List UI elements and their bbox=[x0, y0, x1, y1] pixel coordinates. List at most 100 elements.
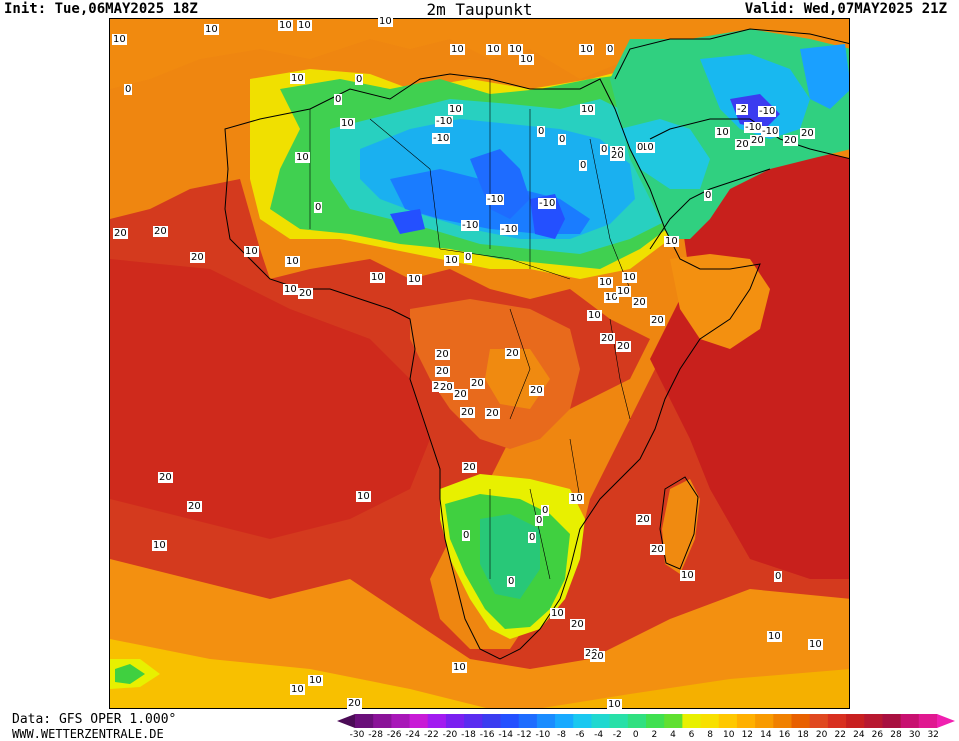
legend-swatch bbox=[646, 714, 665, 728]
contour-label: 0 bbox=[462, 530, 471, 541]
contour-label: 20 bbox=[650, 315, 665, 326]
legend-tick-label: 12 bbox=[741, 730, 754, 740]
contour-label: -10 bbox=[538, 198, 557, 209]
contour-label: 10 bbox=[285, 256, 300, 267]
contour-label: 10 bbox=[519, 54, 534, 65]
legend-swatch bbox=[736, 714, 756, 728]
legend-swatch bbox=[791, 714, 811, 728]
legend-tick-label: 16 bbox=[778, 730, 791, 740]
legend-swatch bbox=[682, 714, 702, 728]
legend-swatch bbox=[500, 714, 520, 728]
contour-label: 10 bbox=[587, 310, 602, 321]
contour-label: 0 bbox=[314, 202, 323, 213]
contour-label: 20 bbox=[298, 288, 313, 299]
contour-label: 20 bbox=[570, 619, 585, 630]
contour-label: 10 bbox=[715, 127, 730, 138]
contour-label: 10 bbox=[283, 284, 298, 295]
legend-swatch bbox=[700, 714, 720, 728]
legend-swatch bbox=[427, 714, 447, 728]
contour-label: 0 bbox=[558, 134, 567, 145]
contour-label: -10 bbox=[461, 220, 480, 231]
legend-swatch bbox=[827, 714, 847, 728]
contour-label: 20 bbox=[590, 651, 605, 662]
legend-swatch bbox=[864, 714, 883, 728]
contour-label: 0 bbox=[535, 515, 544, 526]
contour-label: 0 bbox=[124, 84, 133, 95]
legend-swatch bbox=[846, 714, 865, 728]
contour-label: 20 bbox=[453, 389, 468, 400]
contour-label: 20 bbox=[632, 297, 647, 308]
legend-swatch bbox=[373, 714, 392, 728]
contour-label: 10 bbox=[664, 236, 679, 247]
legend-swatch bbox=[355, 714, 374, 728]
legend-swatch bbox=[573, 714, 592, 728]
contour-label: 20 bbox=[347, 698, 362, 709]
contour-label: 20 bbox=[735, 139, 750, 150]
map-title: 2m Taupunkt bbox=[426, 0, 533, 19]
contour-label: 20 bbox=[470, 378, 485, 389]
contour-label: 10 bbox=[290, 684, 305, 695]
legend-tick-label: -22 bbox=[423, 730, 439, 740]
legend-tick-label: -20 bbox=[442, 730, 458, 740]
website: WWW.WETTERZENTRALE.DE bbox=[12, 727, 164, 741]
legend-tick-label: -16 bbox=[479, 730, 495, 740]
contour-label: -10 bbox=[486, 194, 505, 205]
legend-tick-label: 6 bbox=[688, 730, 695, 740]
legend-tick-label: 20 bbox=[815, 730, 828, 740]
contour-label: 0 bbox=[507, 576, 516, 587]
contour-label: 20 bbox=[435, 366, 450, 377]
legend-tick-label: -10 bbox=[535, 730, 551, 740]
contour-label: 10 bbox=[607, 699, 622, 710]
color-legend: -30 -28 -26 -24 -22 -20 -18 -16 -14 -12 -10 -8 -6 -4-… bbox=[337, 713, 957, 741]
contour-label: 20 bbox=[485, 408, 500, 419]
contour-label: 10 bbox=[680, 570, 695, 581]
legend-swatch bbox=[882, 714, 902, 728]
legend-bar bbox=[337, 714, 955, 728]
contour-label: 20 bbox=[636, 514, 651, 525]
contour-label: 10 bbox=[340, 118, 355, 129]
legend-arrow-low bbox=[337, 714, 355, 728]
legend-tick-label: 8 bbox=[707, 730, 714, 740]
data-source: Data: GFS OPER 1.000° bbox=[12, 712, 177, 727]
contour-label: 20 bbox=[190, 252, 205, 263]
legend-swatch bbox=[627, 714, 647, 728]
legend-swatch bbox=[555, 714, 574, 728]
init-time: Init: Tue,06MAY2025 18Z bbox=[4, 1, 198, 17]
contour-label: 10 bbox=[622, 272, 637, 283]
contour-label: 0 bbox=[355, 74, 364, 85]
legend-swatch bbox=[900, 714, 920, 728]
legend-swatch bbox=[518, 714, 538, 728]
legend-swatch bbox=[391, 714, 411, 728]
contour-label: 20 bbox=[158, 472, 173, 483]
contour-label: 20 bbox=[529, 385, 544, 396]
legend-tick-label: 14 bbox=[760, 730, 772, 740]
contour-label: 0 bbox=[600, 144, 609, 155]
contour-label: 0 bbox=[774, 571, 783, 582]
contour-label: 0 bbox=[464, 252, 473, 263]
contour-label: 10 bbox=[452, 662, 467, 673]
contour-label: 10 bbox=[767, 631, 782, 642]
legend-tick-label: -30 bbox=[349, 730, 365, 740]
contour-label: 10 bbox=[448, 104, 463, 115]
legend-tick-label: 0 bbox=[632, 730, 639, 740]
legend-swatch bbox=[409, 714, 429, 728]
legend-tick-label: -14 bbox=[498, 730, 514, 740]
legend-tick-label: -28 bbox=[368, 730, 383, 740]
legend-tick-label: -2 bbox=[612, 730, 622, 740]
legend-tick-label: -26 bbox=[386, 730, 402, 740]
legend-swatch bbox=[536, 714, 556, 728]
contour-label: 10 bbox=[407, 274, 422, 285]
legend-tick-label: -6 bbox=[575, 730, 585, 740]
contour-label: 10 bbox=[616, 286, 631, 297]
legend-tick-label: 2 bbox=[651, 730, 658, 740]
legend-tick-label: 10 bbox=[722, 730, 735, 740]
contour-label: 10 bbox=[486, 44, 501, 55]
contour-label: 10 bbox=[308, 675, 323, 686]
contour-label: 10 bbox=[370, 272, 385, 283]
contour-label: 20 bbox=[435, 349, 450, 360]
legend-tick-label: -12 bbox=[516, 730, 532, 740]
legend-tick-label: 4 bbox=[670, 730, 676, 740]
contour-label: 20 bbox=[783, 135, 798, 146]
map-canvas bbox=[110, 19, 849, 708]
contour-label: 0 bbox=[528, 532, 537, 543]
